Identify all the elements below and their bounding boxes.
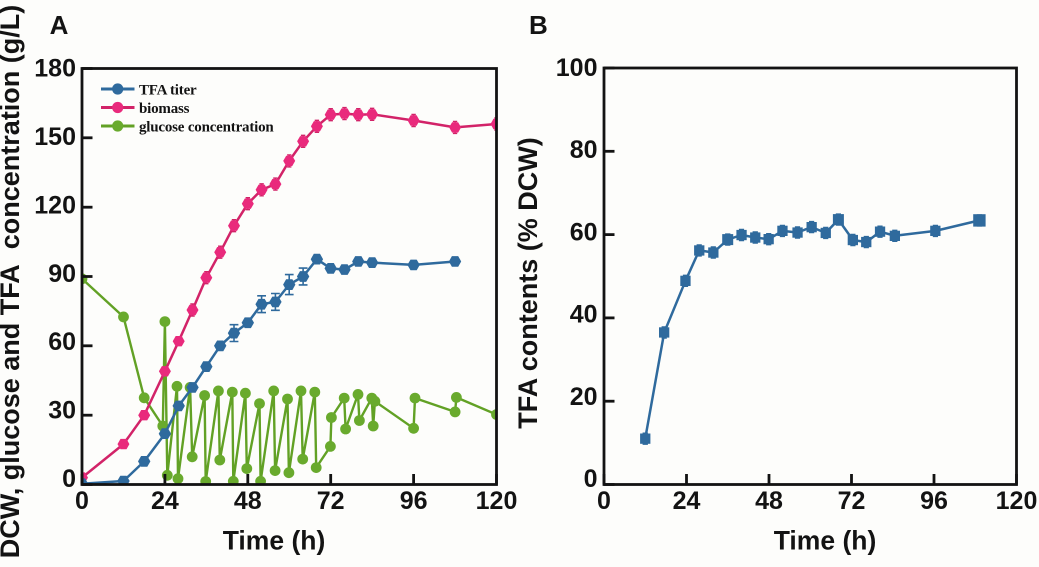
svg-text:A: A bbox=[50, 10, 69, 40]
svg-text:180: 180 bbox=[34, 55, 76, 83]
svg-text:24: 24 bbox=[151, 487, 179, 515]
svg-text:120: 120 bbox=[476, 487, 518, 515]
svg-text:biomass: biomass bbox=[139, 101, 190, 117]
svg-text:0: 0 bbox=[75, 487, 89, 515]
svg-text:TFA contents (% DCW): TFA contents (% DCW) bbox=[513, 137, 543, 428]
svg-text:glucose concentration: glucose concentration bbox=[139, 120, 274, 136]
svg-text:96: 96 bbox=[400, 487, 428, 515]
svg-text:B: B bbox=[529, 10, 548, 40]
svg-text:90: 90 bbox=[48, 260, 76, 288]
svg-text:120: 120 bbox=[34, 191, 76, 219]
svg-text:DCW, glucose and TFA concentr: DCW, glucose and TFA concentration (g/L) bbox=[0, 5, 25, 559]
svg-text:0: 0 bbox=[597, 487, 611, 515]
svg-text:0: 0 bbox=[584, 465, 598, 493]
svg-text:Time (h): Time (h) bbox=[774, 526, 877, 556]
svg-text:TFA titer: TFA titer bbox=[139, 83, 197, 99]
svg-text:96: 96 bbox=[920, 487, 948, 515]
svg-text:60: 60 bbox=[570, 218, 598, 246]
svg-text:120: 120 bbox=[996, 487, 1038, 515]
svg-text:48: 48 bbox=[755, 487, 783, 515]
svg-text:40: 40 bbox=[570, 301, 598, 329]
svg-text:Time (h): Time (h) bbox=[223, 526, 326, 556]
svg-text:60: 60 bbox=[48, 328, 76, 356]
svg-text:80: 80 bbox=[570, 136, 598, 164]
svg-text:0: 0 bbox=[62, 465, 76, 493]
svg-text:30: 30 bbox=[48, 397, 76, 425]
svg-text:20: 20 bbox=[570, 383, 598, 411]
svg-text:150: 150 bbox=[34, 123, 76, 151]
svg-text:72: 72 bbox=[838, 487, 866, 515]
svg-text:72: 72 bbox=[317, 487, 345, 515]
svg-text:100: 100 bbox=[556, 54, 598, 82]
svg-text:48: 48 bbox=[234, 487, 262, 515]
svg-text:24: 24 bbox=[673, 487, 701, 515]
